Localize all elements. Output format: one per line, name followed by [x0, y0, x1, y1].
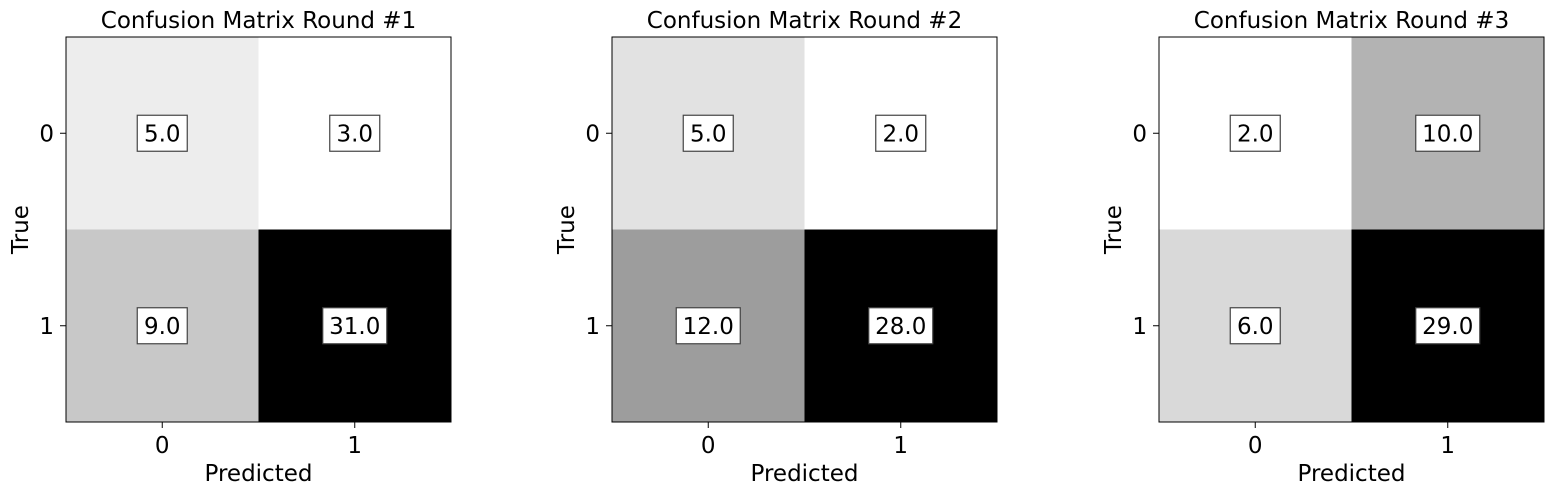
chart-panel-3: 2.0 10.0 6.0 29.0 0 1 0 1 Confusion Matrix Round… — [1101, 8, 1545, 487]
y-tick-label: 0 — [1132, 121, 1147, 147]
value-label-box — [875, 114, 927, 152]
chart-panel-2: 5.0 2.0 12.0 28.0 0 1 0 1 Confusion Matrix Round… — [554, 8, 998, 487]
value-label-group: 5.0 — [682, 114, 734, 152]
x-axis-label: Predicted — [751, 461, 859, 487]
y-tick-label: 1 — [39, 314, 54, 340]
chart-title: Confusion Matrix Round #2 — [647, 8, 962, 34]
value-label: 10.0 — [1422, 121, 1473, 147]
y-tick-label: 1 — [585, 314, 600, 340]
value-label-group: 12.0 — [675, 307, 741, 345]
value-label-box — [675, 307, 741, 345]
value-label-box — [136, 307, 188, 345]
value-label-box — [1415, 307, 1481, 345]
plot-frame — [1158, 36, 1545, 423]
value-label: 5.0 — [690, 121, 727, 147]
value-label-group: 29.0 — [1415, 307, 1481, 345]
x-tick-label: 0 — [1248, 433, 1263, 459]
value-label: 2.0 — [1237, 121, 1274, 147]
value-label: 5.0 — [144, 121, 181, 147]
value-label-box — [1415, 114, 1481, 152]
x-tick-label: 1 — [893, 433, 908, 459]
y-tick-label: 0 — [585, 121, 600, 147]
y-axis-label: True — [554, 205, 580, 255]
x-tick-label: 1 — [347, 433, 362, 459]
value-label: 12.0 — [683, 314, 734, 340]
chart-panel-1: 5.0 3.0 9.0 31.0 0 1 0 1 Confusion Matrix Round … — [8, 8, 452, 487]
value-label: 2.0 — [882, 121, 919, 147]
value-label-group: 2.0 — [1229, 114, 1281, 152]
value-label-group: 3.0 — [329, 114, 381, 152]
value-label-group: 5.0 — [136, 114, 188, 152]
value-label-group: 9.0 — [136, 307, 188, 345]
y-axis-label: True — [8, 205, 34, 255]
value-label-group: 6.0 — [1229, 307, 1281, 345]
x-axis-label: Predicted — [1298, 461, 1406, 487]
x-axis-label: Predicted — [205, 461, 313, 487]
value-label: 9.0 — [144, 314, 181, 340]
chart-title: Confusion Matrix Round #1 — [101, 8, 416, 34]
plot-frame — [611, 36, 998, 423]
chart-title: Confusion Matrix Round #3 — [1194, 8, 1509, 34]
y-tick-label: 1 — [1132, 314, 1147, 340]
y-tick-label: 0 — [39, 121, 54, 147]
panels: 5.0 3.0 9.0 31.0 0 1 0 1 Confusion Matrix Round … — [8, 8, 1545, 487]
value-label-group: 28.0 — [868, 307, 934, 345]
value-label-box — [329, 114, 381, 152]
value-label: 29.0 — [1422, 314, 1473, 340]
y-axis-label: True — [1101, 205, 1127, 255]
value-label: 31.0 — [329, 314, 380, 340]
value-label-box — [868, 307, 934, 345]
value-label-group: 10.0 — [1415, 114, 1481, 152]
x-tick-label: 0 — [155, 433, 170, 459]
value-label-group: 2.0 — [875, 114, 927, 152]
value-label-group: 31.0 — [322, 307, 388, 345]
value-label-box — [1229, 307, 1281, 345]
value-label: 6.0 — [1237, 314, 1274, 340]
value-label-box — [136, 114, 188, 152]
x-tick-label: 1 — [1440, 433, 1455, 459]
plot-frame — [65, 36, 452, 423]
value-label: 3.0 — [336, 121, 373, 147]
value-label-box — [682, 114, 734, 152]
value-label: 28.0 — [875, 314, 926, 340]
x-tick-label: 0 — [701, 433, 716, 459]
value-label-box — [322, 307, 388, 345]
value-label-box — [1229, 114, 1281, 152]
